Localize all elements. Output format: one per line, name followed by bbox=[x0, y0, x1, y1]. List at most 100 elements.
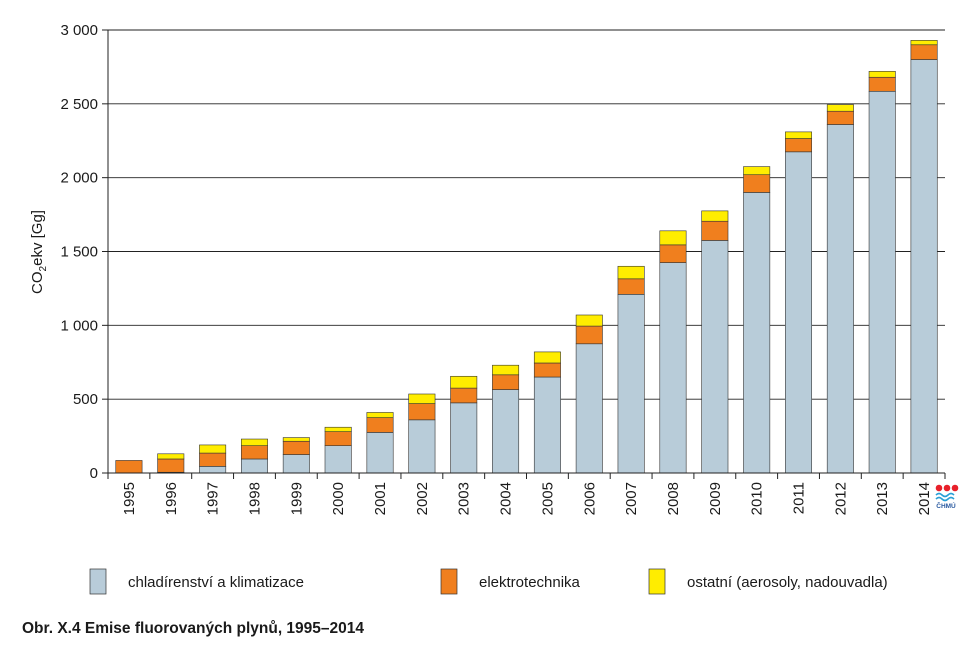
bar-segment bbox=[743, 174, 771, 193]
bar-segment bbox=[450, 402, 478, 474]
x-tick-label: 1995 bbox=[121, 482, 138, 515]
bar-segment bbox=[659, 244, 687, 263]
bar-segment bbox=[282, 437, 310, 442]
bar-segment bbox=[533, 376, 561, 474]
logo-wave-icon bbox=[935, 492, 955, 498]
bar-segment bbox=[659, 230, 687, 246]
x-tick-label: 2006 bbox=[581, 482, 598, 515]
bar-segment bbox=[617, 294, 645, 474]
x-tick-label: 1999 bbox=[288, 482, 305, 515]
x-tick-label: 1996 bbox=[163, 482, 180, 515]
x-tick-label: 2001 bbox=[372, 482, 389, 515]
bar-segment bbox=[450, 375, 478, 389]
x-tick-label: 1998 bbox=[246, 482, 263, 515]
bar-segment bbox=[910, 59, 938, 474]
grid bbox=[102, 29, 945, 474]
bar-segment bbox=[450, 387, 478, 404]
bar-segment bbox=[868, 76, 896, 92]
legend: chladírenství a klimatizace elektrotechni… bbox=[89, 568, 888, 595]
bar-segment bbox=[199, 452, 227, 467]
logo-wave-icon bbox=[935, 496, 955, 502]
legend-label: ostatní (aerosoly, nadouvadla) bbox=[687, 574, 888, 591]
bar-segment bbox=[282, 454, 310, 474]
bar-segment bbox=[701, 220, 729, 241]
bar-segment bbox=[366, 412, 394, 418]
y-tick-labels: 0 500 1 000 1 500 2 000 2 500 3 000 bbox=[60, 22, 98, 482]
chmu-logo: ČHMÚ bbox=[935, 484, 959, 510]
bar-segment bbox=[240, 438, 268, 446]
y-tick-label: 0 bbox=[90, 465, 98, 482]
bar-segment bbox=[785, 138, 813, 153]
x-tick-label: 2002 bbox=[414, 482, 431, 515]
bar-segment bbox=[533, 351, 561, 364]
legend-label: chladírenství a klimatizace bbox=[128, 574, 304, 591]
x-tick-label: 1997 bbox=[205, 482, 222, 515]
bar-segment bbox=[910, 40, 938, 46]
legend-swatch bbox=[440, 568, 458, 595]
bar-segment bbox=[701, 240, 729, 474]
y-tick-label: 1 500 bbox=[60, 244, 98, 261]
bar-segment bbox=[492, 389, 520, 474]
bar-segment bbox=[157, 453, 185, 460]
bar-segment bbox=[408, 419, 436, 474]
axes bbox=[107, 30, 946, 479]
x-tick-label: 2014 bbox=[916, 482, 933, 515]
bar-segment bbox=[366, 432, 394, 474]
x-tick-label: 2010 bbox=[749, 482, 766, 515]
bar-segment bbox=[910, 44, 938, 60]
bars bbox=[115, 40, 938, 474]
bar-segment bbox=[240, 458, 268, 474]
bar-segment bbox=[533, 362, 561, 378]
figure-caption: Obr. X.4 Emise fluorovaných plynů, 1995–… bbox=[22, 620, 365, 637]
x-tick-label: 2007 bbox=[623, 482, 640, 515]
legend-label: elektrotechnika bbox=[479, 574, 581, 591]
bar-segment bbox=[575, 325, 603, 345]
bar-segment bbox=[115, 460, 143, 474]
bar-segment bbox=[785, 131, 813, 139]
y-tick-label: 2 500 bbox=[60, 96, 98, 113]
bar-segment bbox=[240, 445, 268, 460]
y-tick-label: 500 bbox=[73, 391, 98, 408]
bar-segment bbox=[617, 265, 645, 280]
bar-segment bbox=[408, 393, 436, 404]
bar-segment bbox=[324, 426, 352, 432]
bar-segment bbox=[408, 403, 436, 421]
legend-swatch bbox=[89, 568, 107, 595]
bar-segment bbox=[868, 71, 896, 78]
bar-segment bbox=[575, 343, 603, 474]
bar-segment bbox=[617, 278, 645, 295]
logo-dot bbox=[951, 484, 959, 492]
logo-dot bbox=[943, 484, 951, 492]
x-tick-label: 2009 bbox=[707, 482, 724, 515]
y-tick-label: 2 000 bbox=[60, 170, 98, 187]
bar-segment bbox=[492, 364, 520, 376]
legend-swatch bbox=[648, 568, 666, 595]
y-tick-label: 1 000 bbox=[60, 317, 98, 334]
bar-segment bbox=[324, 431, 352, 446]
bar-segment bbox=[575, 314, 603, 327]
bar-segment bbox=[366, 417, 394, 433]
x-tick-label: 2000 bbox=[330, 482, 347, 515]
x-tick-label: 2004 bbox=[498, 482, 515, 515]
y-axis-label: CO2ekv [Gg] bbox=[29, 210, 49, 294]
x-tick-labels: 1995 1996 1997 1998 1999 2000 2001 2002 2003 2004… bbox=[121, 482, 933, 515]
x-tick-label: 2011 bbox=[791, 482, 808, 514]
logo-text: ČHMÚ bbox=[936, 501, 956, 510]
y-tick-label: 3 000 bbox=[60, 22, 98, 39]
x-tick-label: 2003 bbox=[456, 482, 473, 515]
logo-dot bbox=[935, 484, 943, 492]
bar-segment bbox=[324, 445, 352, 474]
bar-segment bbox=[826, 104, 854, 112]
x-tick-label: 2005 bbox=[539, 482, 556, 515]
bar-segment bbox=[199, 466, 227, 474]
bar-segment bbox=[199, 444, 227, 454]
bar-segment bbox=[492, 374, 520, 390]
bar-segment bbox=[743, 166, 771, 176]
bar-segment bbox=[282, 440, 310, 455]
bar-segment bbox=[701, 210, 729, 222]
bar-segment bbox=[785, 151, 813, 474]
bar-segment bbox=[826, 110, 854, 125]
x-tick-label: 2013 bbox=[874, 482, 891, 515]
x-tick-label: 2012 bbox=[832, 482, 849, 515]
